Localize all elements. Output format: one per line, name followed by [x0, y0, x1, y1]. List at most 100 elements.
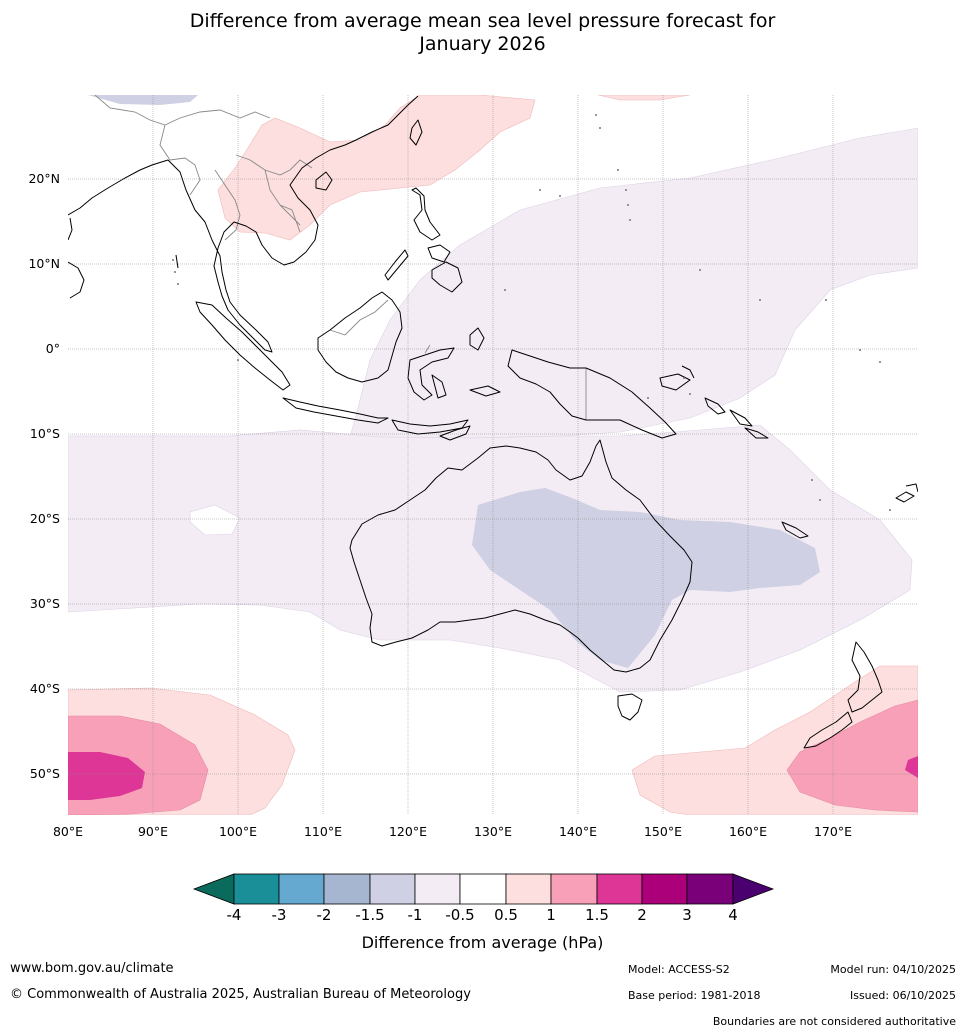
coast-new-guinea [507, 349, 677, 439]
lon-label-170e: 170°E [813, 824, 852, 839]
anomaly-region-pos-0-5-asia [217, 95, 536, 241]
anomaly-region-pos-0-5-ne [597, 95, 691, 101]
lat-label-20s: 20°S [29, 511, 60, 526]
coast-halmahera [469, 327, 485, 351]
coast-mainland-sea [68, 95, 419, 353]
coast-luzon [411, 187, 441, 241]
coast-palawan [384, 249, 409, 281]
title-line-2: January 2026 [419, 33, 546, 55]
coast-sulawesi [407, 347, 455, 401]
colorbar-tick-label: 3 [682, 906, 692, 924]
lat-label-30s: 30°S [29, 596, 60, 611]
coast-solomons-2 [729, 409, 753, 427]
coast-taiwan [409, 119, 423, 146]
lat-label-0: 0° [45, 341, 60, 356]
coast-andaman [175, 254, 179, 269]
colorbar-bin-neg1-neg0-5 [414, 873, 461, 905]
colorbar [192, 873, 775, 905]
colorbar-bin-neg4-neg3 [233, 873, 280, 905]
colorbar-bin-neg1-5-neg1 [369, 873, 416, 905]
anomaly-region-pos-1-southeast [786, 699, 918, 813]
anomaly-hole-southern-indian [189, 504, 241, 536]
lon-label-160e: 160°E [728, 824, 767, 839]
website-link[interactable]: www.bom.gov.au/climate [10, 961, 174, 976]
colorbar-tick-label: 4 [728, 906, 738, 924]
lat-label-10n: 10°N [28, 256, 60, 271]
lat-label-10s: 10°S [29, 426, 60, 441]
colorbar-bin-0-5-1 [505, 873, 552, 905]
model-run-text: Model run: 04/10/2025 [830, 963, 956, 976]
coast-new-caledonia [781, 521, 809, 539]
minor-islands [172, 114, 891, 511]
coast-solomons-3 [744, 427, 769, 439]
coast-visayas [427, 244, 451, 263]
coast-nz-north [847, 641, 883, 713]
colorbar-tick-label: 1 [546, 906, 556, 924]
colorbar-bin-3-4 [686, 873, 734, 905]
title-line-1: Difference from average mean sea level p… [189, 10, 776, 32]
coast-lesser-sunda [391, 419, 469, 435]
colorbar-tick-label: -1 [407, 906, 423, 924]
coast-sri-lanka [68, 261, 85, 299]
lon-label-150e: 150°E [643, 824, 682, 839]
coast-new-britain [659, 373, 691, 391]
coast-sulawesi-se [431, 374, 447, 399]
lat-label-50s: 50°S [29, 766, 60, 781]
issued-text: Issued: 06/10/2025 [849, 989, 956, 1002]
coast-java [282, 397, 389, 424]
colorbar-tick-label: 1.5 [585, 906, 609, 924]
coast-tasmania [617, 693, 643, 721]
coast-mindanao [431, 261, 463, 293]
coast-borneo [317, 291, 403, 383]
model-text: Model: ACCESS-S2 [628, 963, 730, 976]
lon-label-90e: 90°E [137, 824, 169, 839]
anomaly-region-neg-1-australia [472, 488, 820, 668]
coast-sumatra [195, 301, 291, 391]
colorbar-bin-1-5-2 [596, 873, 643, 905]
colorbar-bin-neutral [459, 873, 507, 905]
colorbar-extend-high [732, 873, 775, 905]
coast-seram [469, 385, 501, 397]
colorbar-bin-1-1-5 [550, 873, 598, 905]
lon-label-120e: 120°E [388, 824, 427, 839]
coastlines [68, 95, 918, 749]
anomaly-region-pos-1-5-southwest [68, 752, 145, 800]
colorbar-bin-neg2-neg1-5 [323, 873, 371, 905]
colorbar-tick-label: 2 [637, 906, 647, 924]
copyright-text: © Commonwealth of Australia 2025, Austra… [10, 987, 471, 1002]
lat-label-40s: 40°S [29, 681, 60, 696]
colorbar-tick-label: -1.5 [355, 906, 385, 924]
anomaly-region-neg-1-north [88, 95, 198, 105]
anomaly-region-pos-1-5-southeast [905, 756, 918, 778]
coast-timor [439, 425, 471, 441]
lon-label-110e: 110°E [303, 824, 342, 839]
colorbar-bin-2-3 [641, 873, 688, 905]
lon-label-80e: 80°E [52, 824, 84, 839]
colorbar-extend-low [192, 873, 235, 905]
lat-label-20n: 20°N [28, 171, 60, 186]
graticule [68, 95, 918, 815]
colorbar-tick-label: -0.5 [445, 906, 475, 924]
chart-title: Difference from average mean sea level p… [0, 10, 965, 56]
colorbar-bin-neg3-neg2 [278, 873, 325, 905]
coast-hainan [315, 171, 333, 191]
map-area [68, 95, 918, 815]
disclaimer-text: Boundaries are not considered authoritat… [712, 1015, 956, 1028]
lon-label-100e: 100°E [218, 824, 257, 839]
coast-nz-south [803, 711, 853, 749]
base-period-text: Base period: 1981-2018 [628, 989, 761, 1002]
colorbar-tick-label: -3 [271, 906, 287, 924]
colorbar-title: Difference from average (hPa) [361, 933, 604, 952]
coast-fiji [895, 491, 915, 503]
colorbar-tick-label: 0.5 [494, 906, 518, 924]
coast-solomons [704, 397, 726, 415]
colorbar-tick-label: -4 [226, 906, 242, 924]
coast-new-ireland [681, 365, 695, 379]
coast-fiji-2 [905, 483, 918, 493]
country-borders [94, 95, 587, 420]
coast-australia [349, 439, 693, 673]
colorbar-tick-label: -2 [316, 906, 332, 924]
lon-label-130e: 130°E [473, 824, 512, 839]
lon-label-140e: 140°E [558, 824, 597, 839]
